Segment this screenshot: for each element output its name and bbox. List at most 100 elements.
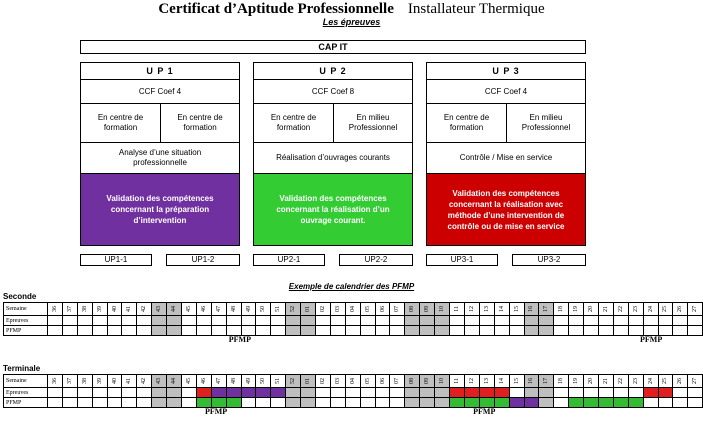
location-right: En centre de formation	[160, 103, 240, 143]
week-label: 27	[692, 378, 699, 384]
week-number: 04	[344, 374, 361, 388]
week-label: 42	[141, 378, 148, 384]
week-number: 08	[404, 374, 421, 388]
calendar-cell	[449, 387, 465, 398]
calendar-cell	[419, 397, 436, 408]
calendar-cell	[121, 325, 138, 336]
calendar-cell	[657, 325, 674, 336]
calendar-cell	[538, 397, 555, 408]
calendar-cell	[478, 387, 495, 398]
calendar-cell	[434, 315, 451, 326]
week-number: 18	[553, 302, 570, 316]
week-number: 51	[270, 302, 287, 316]
week-label: 06	[379, 378, 386, 384]
week-label: 11	[453, 306, 460, 312]
week-label: 27	[692, 306, 699, 312]
calendar-table: Semaine 36 37 38 39 40 41 42 43 44 45 46 47 48 49 50 51 5…	[3, 374, 703, 408]
calendar-cell	[47, 397, 63, 408]
calendar-cell	[657, 397, 674, 408]
calendar-cell	[389, 397, 406, 408]
calendar-cell	[210, 315, 227, 326]
week-number: 22	[612, 374, 629, 388]
week-label: 12	[468, 378, 475, 384]
calendar-cell	[255, 397, 272, 408]
week-number: 27	[687, 302, 703, 316]
calendar-cell	[61, 397, 78, 408]
calendar-cell	[315, 315, 331, 326]
calendar-cell	[434, 325, 451, 336]
calendar-cell	[91, 387, 108, 398]
week-label: 49	[245, 378, 252, 384]
calendar-cell	[315, 387, 331, 398]
calendar-cell	[597, 387, 614, 398]
week-label: 26	[677, 306, 684, 312]
row-label: PFMP	[3, 397, 48, 408]
row-label: Semaine	[3, 302, 48, 316]
calendar-cell	[136, 325, 153, 336]
week-number: 23	[627, 374, 644, 388]
week-label: 38	[81, 306, 88, 312]
calendar-cell	[285, 315, 302, 326]
calendar-cell	[389, 387, 406, 398]
calendar-row: PFMP	[3, 397, 703, 408]
calendar-cell	[195, 315, 212, 326]
calendar-cell	[61, 325, 78, 336]
section-heading: Les épreuves	[322, 17, 381, 27]
week-label: 40	[111, 378, 118, 384]
calendar-cell	[553, 397, 570, 408]
calendar-cell	[181, 325, 197, 336]
week-label: 37	[66, 306, 73, 312]
week-label: 18	[558, 378, 565, 384]
week-label: 03	[334, 378, 341, 384]
calendar-cell	[225, 315, 242, 326]
calendar-cell	[91, 325, 108, 336]
calendar-cell	[553, 325, 570, 336]
week-number: 38	[76, 302, 93, 316]
week-label: 39	[96, 378, 103, 384]
terminale-label: Terminale	[3, 364, 41, 373]
calendar-cell	[523, 315, 540, 326]
validation-block: Validation des compétences concernant la…	[253, 173, 413, 246]
row-label: Epreuves	[3, 315, 48, 326]
calendar-cell	[270, 387, 287, 398]
calendar-cell	[300, 315, 317, 326]
calendar-cell	[210, 397, 227, 408]
sub-unit-left: UP1-1	[80, 254, 152, 266]
week-label: 05	[364, 306, 371, 312]
calendar-cell	[61, 315, 78, 326]
calendar-cell	[240, 315, 257, 326]
calendar-cell	[300, 325, 317, 336]
calendar-row: Epreuves	[3, 315, 703, 326]
week-label: 19	[573, 378, 580, 384]
week-label: 25	[662, 378, 669, 384]
calendar-cell	[389, 325, 406, 336]
week-label: 23	[632, 378, 639, 384]
calendar-cell	[404, 397, 421, 408]
calendar-cell	[359, 387, 376, 398]
calendar-cell	[478, 397, 495, 408]
activity-cell: Analyse d’une situation professionnelle	[80, 142, 240, 174]
week-label: 50	[260, 378, 267, 384]
location-left: En centre de formation	[253, 103, 334, 143]
calendar-cell	[315, 397, 331, 408]
calendar-cell	[508, 325, 525, 336]
calendar-cell	[642, 315, 659, 326]
calendar-cell	[493, 315, 510, 326]
calendar-cell	[434, 397, 451, 408]
calendar-cell	[687, 325, 703, 336]
calendar-cell	[597, 397, 614, 408]
week-number: 45	[181, 374, 197, 388]
week-label: 45	[185, 306, 192, 312]
calendar-cell	[419, 315, 436, 326]
calendar-cell	[106, 397, 123, 408]
week-label: 41	[126, 378, 133, 384]
week-label: 21	[602, 378, 609, 384]
week-label: 38	[81, 378, 88, 384]
week-label: 10	[439, 378, 446, 384]
calendar-cell	[493, 325, 510, 336]
calendar-cell	[47, 315, 63, 326]
calendar-cell	[508, 387, 525, 398]
row-label: Epreuves	[3, 387, 48, 398]
week-number: 50	[255, 374, 272, 388]
week-number: 19	[568, 374, 585, 388]
